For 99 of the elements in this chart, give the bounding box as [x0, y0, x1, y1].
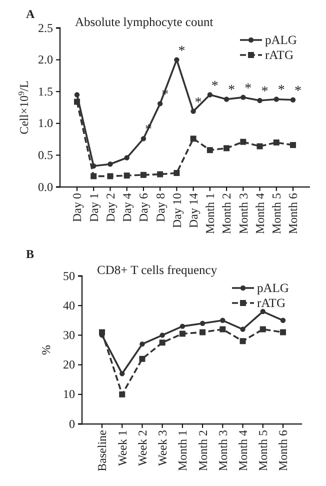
- point: [140, 172, 146, 178]
- x-tick-label: Month 6: [276, 430, 290, 472]
- y-tick-label: 50: [63, 268, 75, 283]
- point: [256, 143, 263, 150]
- x-tick-label: Week 1: [115, 430, 130, 466]
- y-tick-label: 2.5: [38, 20, 53, 35]
- x-tick-label: Month 3: [216, 430, 230, 472]
- point: [140, 136, 146, 142]
- y-tick-label: 0: [69, 416, 75, 431]
- x-tick-label: Month 6: [286, 193, 300, 234]
- point: [290, 142, 296, 148]
- x-tick-label: Week 3: [156, 430, 170, 466]
- y-tick-label: 40: [63, 298, 75, 312]
- x-tick-label: Month 1: [176, 430, 190, 472]
- point: [280, 329, 286, 336]
- point: [160, 332, 165, 338]
- point: [74, 98, 80, 105]
- point: [179, 330, 186, 337]
- y-tick-label: 2.0: [38, 52, 53, 67]
- point: [124, 155, 130, 160]
- point: [140, 341, 145, 347]
- point: [206, 147, 213, 154]
- point: [90, 173, 97, 180]
- point: [220, 326, 226, 332]
- x-tick-label: Week 2: [135, 430, 150, 466]
- x-tick-label: Month 2: [196, 430, 210, 472]
- point: [274, 96, 279, 102]
- x-tick-label: Month 2: [220, 193, 234, 234]
- text: A: [26, 7, 35, 21]
- point: [240, 338, 246, 344]
- chart-title: CD8+ T cells frequency: [97, 263, 218, 277]
- annotation: *: [228, 83, 236, 98]
- point: [290, 97, 296, 102]
- x-tick-label: Day 14: [186, 193, 201, 228]
- point: [207, 92, 213, 98]
- x-tick-label: Day 10: [170, 193, 184, 228]
- x-tick-label: Day 4: [120, 193, 134, 222]
- text: B: [26, 247, 34, 261]
- y-tick-label: 10: [63, 387, 75, 402]
- point: [224, 145, 230, 152]
- y-axis-title: %: [39, 345, 53, 355]
- point: [107, 173, 114, 180]
- point: [139, 356, 146, 362]
- x-tick-label: Day 6: [136, 193, 151, 222]
- annotation: *: [244, 81, 252, 96]
- point: [260, 308, 266, 314]
- point: [200, 320, 206, 326]
- point: [174, 57, 180, 62]
- annotation: *: [278, 83, 285, 98]
- annotation: *: [178, 44, 186, 59]
- point: [180, 324, 186, 329]
- legend-label: rATG: [265, 48, 294, 62]
- y-tick-label: 0.0: [38, 180, 53, 194]
- x-tick-label: Day 1: [86, 193, 101, 222]
- annotation: *: [211, 78, 218, 94]
- point: [224, 96, 230, 102]
- legend-label: pALG: [257, 281, 289, 295]
- annotation: *: [194, 95, 202, 110]
- point: [124, 172, 130, 179]
- point: [190, 108, 196, 114]
- point: [119, 391, 126, 398]
- legend-label: pALG: [265, 33, 297, 47]
- point: [200, 329, 206, 336]
- point: [190, 136, 196, 142]
- y-tick-label: 1.5: [38, 84, 53, 98]
- point: [108, 162, 113, 167]
- point: [240, 138, 246, 145]
- x-tick-label: Month 3: [236, 193, 250, 234]
- y-tick-label: 1.0: [38, 116, 53, 130]
- y-tick-label: 0.5: [38, 148, 53, 162]
- point: [157, 101, 163, 106]
- x-tick-label: Baseline: [95, 430, 110, 472]
- point: [280, 318, 286, 323]
- legend-label: rATG: [257, 296, 286, 310]
- point: [120, 371, 125, 376]
- point: [273, 139, 280, 146]
- annotation: *: [294, 84, 302, 99]
- x-tick-label: Day 8: [153, 193, 168, 222]
- x-tick-label: Month 5: [270, 193, 284, 234]
- point: [99, 329, 105, 336]
- point: [260, 326, 266, 332]
- point: [240, 94, 246, 100]
- point: [157, 171, 164, 178]
- x-tick-label: Day 2: [103, 193, 118, 222]
- point: [240, 326, 246, 332]
- chart-title: Absolute lymphocyte count: [75, 15, 214, 29]
- x-tick-label: Month 5: [256, 430, 270, 472]
- x-tick-label: Month 4: [252, 193, 267, 234]
- x-tick-label: Month 1: [203, 193, 218, 234]
- x-tick-label: Day 0: [70, 193, 84, 222]
- y-tick-label: 20: [63, 358, 75, 372]
- point: [159, 340, 166, 346]
- point: [220, 318, 226, 323]
- y-tick-label: 30: [63, 328, 75, 342]
- point: [257, 98, 262, 104]
- point: [74, 92, 80, 98]
- annotation: *: [261, 84, 268, 100]
- point: [174, 170, 180, 176]
- x-tick-label: Month 4: [236, 430, 250, 472]
